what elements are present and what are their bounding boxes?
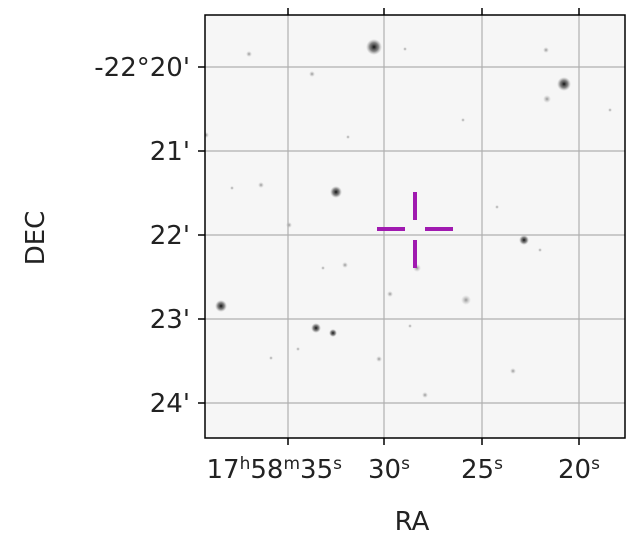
star <box>205 132 209 138</box>
star <box>461 295 471 305</box>
star <box>510 368 516 374</box>
star <box>495 205 499 209</box>
star <box>230 186 234 190</box>
ra-tick-label: 30s <box>368 454 410 485</box>
star <box>342 262 348 268</box>
star <box>330 186 342 198</box>
star <box>403 47 407 51</box>
star <box>461 118 465 122</box>
star <box>538 248 542 252</box>
star <box>557 77 571 91</box>
star <box>408 324 412 328</box>
star <box>387 291 393 297</box>
star <box>269 356 273 360</box>
ra-tick-label: 25s <box>461 454 503 485</box>
star <box>321 266 325 270</box>
star <box>543 95 551 103</box>
star <box>608 108 612 112</box>
dec-tick-label: 21' <box>150 137 190 167</box>
star <box>346 135 350 139</box>
star <box>519 235 529 245</box>
star <box>329 329 337 337</box>
dec-tick-label: 24' <box>150 389 190 419</box>
star <box>286 222 292 228</box>
ra-tick-label: 20s <box>558 454 600 485</box>
star <box>422 392 428 398</box>
star <box>258 182 264 188</box>
star <box>309 71 315 77</box>
coordinate-grid <box>205 15 625 438</box>
star <box>366 39 382 55</box>
y-axis-label: DEC <box>21 211 51 266</box>
ra-tick-label: 17h58m35s <box>207 454 343 485</box>
dec-tick-label: 22' <box>150 221 190 251</box>
star <box>311 323 321 333</box>
target-crosshair <box>377 192 453 268</box>
dec-tick-label: -22°20' <box>94 53 190 83</box>
x-axis-label: RA <box>395 507 430 533</box>
dec-tick-label: 23' <box>150 305 190 335</box>
ra-tick-labels: 17h58m35s 30s 25s 20s <box>207 454 601 485</box>
star <box>246 51 252 57</box>
star-field <box>205 39 612 398</box>
star <box>543 47 549 53</box>
star <box>296 347 300 351</box>
star <box>376 356 382 362</box>
dec-tick-labels: -22°20' 21' 22' 23' 24' <box>94 53 190 419</box>
plot-frame <box>204 14 626 439</box>
star <box>215 300 227 312</box>
sky-image-background <box>205 15 625 438</box>
axis-ticks <box>198 8 580 445</box>
